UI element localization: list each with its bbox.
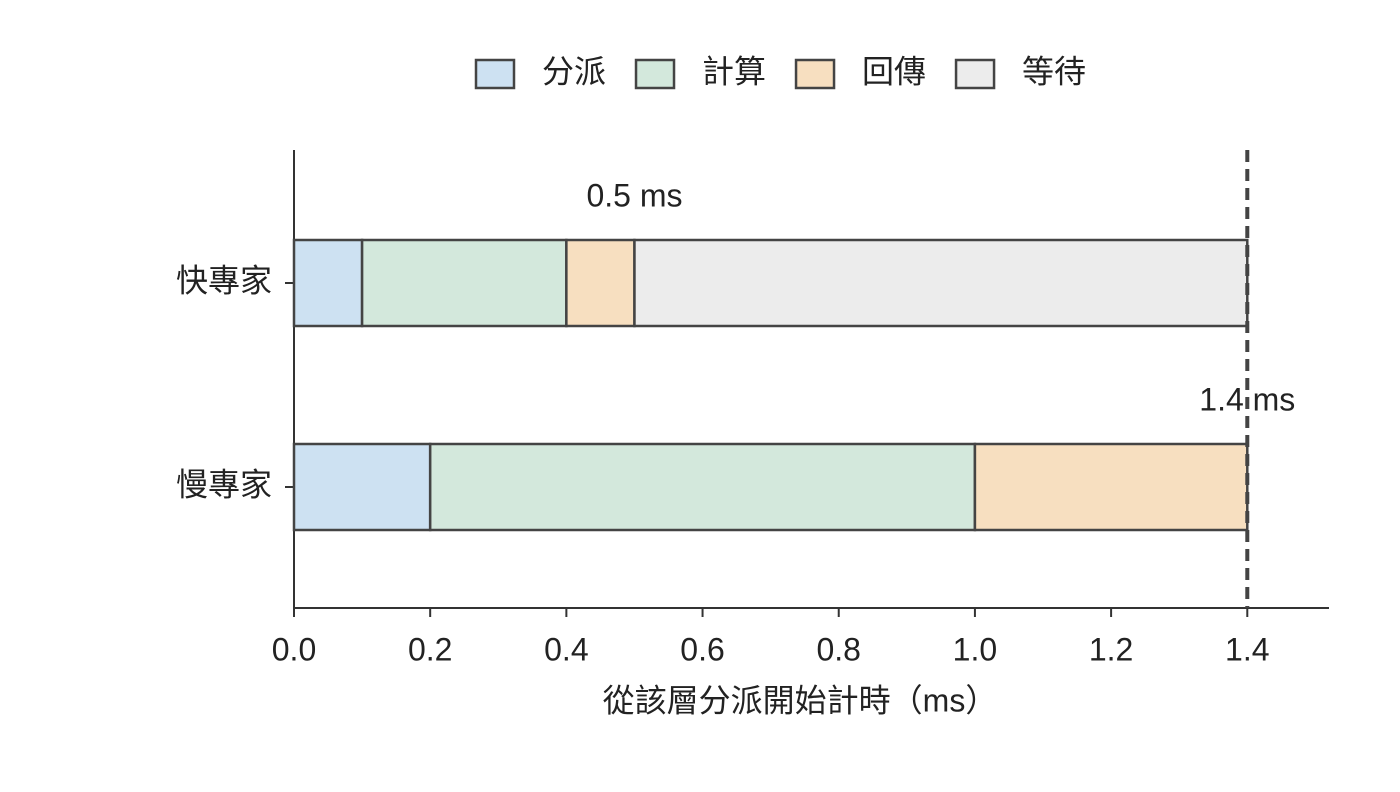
y-tick-label: 慢專家 <box>176 466 272 502</box>
x-tick-label: 1.4 <box>1225 631 1269 667</box>
bar-segment <box>428 442 977 532</box>
y-tick-label: 快專家 <box>176 262 272 298</box>
x-tick-label: 0.6 <box>680 631 724 667</box>
annotation: 1.4 ms <box>1199 381 1295 417</box>
annotation: 0.5 ms <box>586 177 682 213</box>
x-tick-label: 0.4 <box>544 631 588 667</box>
legend-swatch <box>474 58 516 90</box>
x-tick-label: 1.0 <box>953 631 997 667</box>
legend-swatch <box>634 58 676 90</box>
x-tick-label: 0.8 <box>816 631 860 667</box>
legend-label: 回傳 <box>862 53 926 89</box>
bar-segment <box>292 238 364 328</box>
bar-segment <box>565 238 636 328</box>
x-axis-label: 從該層分派開始計時（ms） <box>603 682 998 718</box>
bar-segment <box>633 238 1249 328</box>
legend-label: 等待 <box>1022 53 1086 89</box>
x-tick-label: 0.2 <box>408 631 452 667</box>
legend-label: 計算 <box>702 53 766 89</box>
bar-segment <box>360 238 568 328</box>
legend-label: 分派 <box>542 53 606 89</box>
bar-segment <box>973 442 1249 532</box>
legend-swatch <box>954 58 996 90</box>
x-tick-label: 1.2 <box>1089 631 1133 667</box>
legend-swatch <box>794 58 836 90</box>
bar-segment <box>292 442 432 532</box>
x-tick-label: 0.0 <box>272 631 316 667</box>
